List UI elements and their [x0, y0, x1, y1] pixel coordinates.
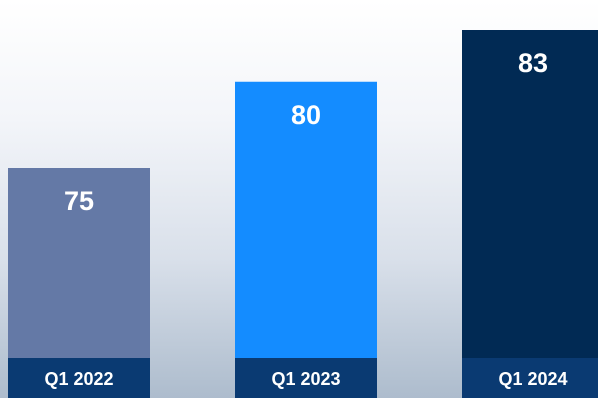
labels-layer: 75 Q1 2022 80 Q1 2023 83 Q1 2024 — [44, 48, 567, 389]
data-label: 75 — [64, 186, 94, 216]
category-bands-layer — [8, 358, 598, 398]
category-label: Q1 2022 — [44, 369, 113, 389]
category-label: Q1 2024 — [498, 369, 567, 389]
bar-q1-2024 — [462, 30, 598, 398]
data-label: 80 — [291, 100, 321, 130]
category-label: Q1 2023 — [271, 369, 340, 389]
category-band — [8, 358, 150, 398]
data-label: 83 — [518, 48, 548, 78]
bars-layer — [8, 30, 598, 398]
bar-q1-2023 — [235, 81, 377, 398]
category-band — [235, 358, 377, 398]
category-band — [462, 358, 598, 398]
